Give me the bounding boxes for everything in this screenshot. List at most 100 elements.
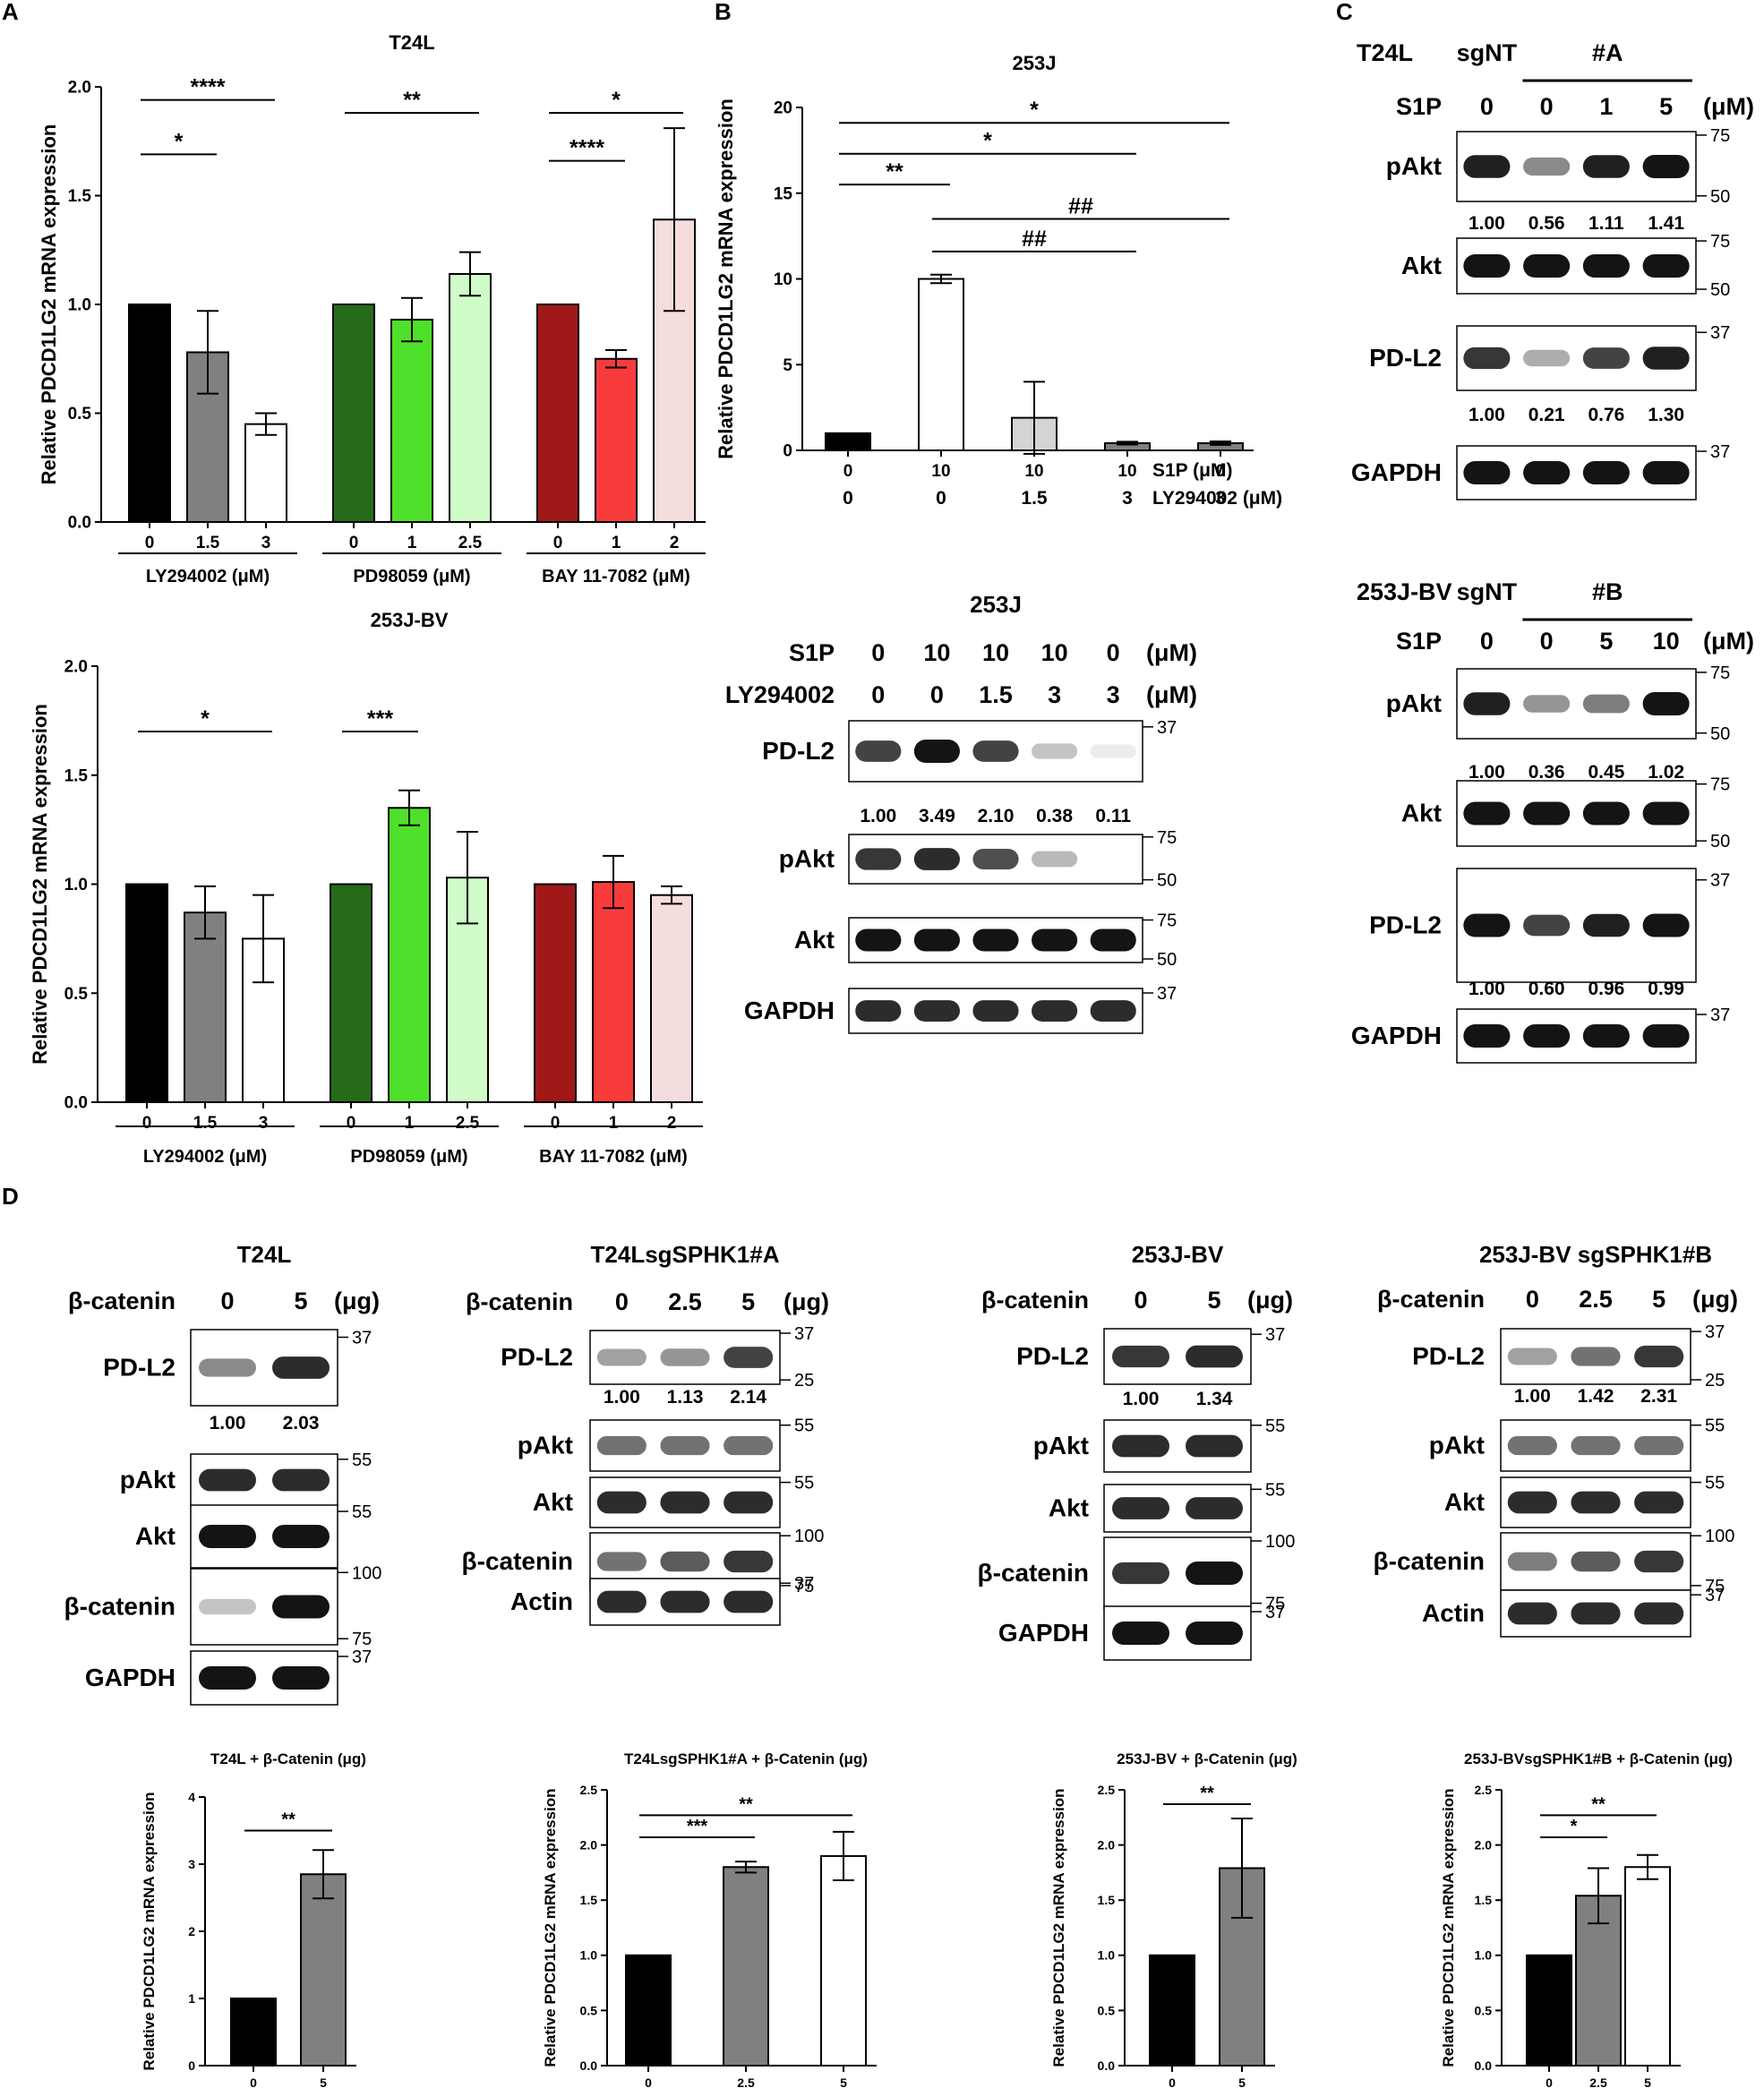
blot-header-unit: (μg) [1247,1287,1293,1314]
y-tick-label: 2.0 [580,1838,598,1853]
y-tick-label: 1.0 [1098,1948,1116,1963]
mw-marker-label: 50 [1710,187,1730,207]
y-tick-label: 1.5 [68,187,92,206]
blot-header-value: 5 [741,1288,755,1315]
y-tick-label: 2.0 [1098,1838,1116,1853]
x-tick-label: 0 [843,462,853,481]
blot-band [1571,1435,1621,1456]
y-axis-label: Relative PDCD1LG2 mRNA expression [542,1788,559,2067]
band-quant: 0.36 [1529,762,1565,783]
mw-marker-label: 75 [1705,1577,1725,1596]
y-tick-label: 0 [783,442,792,461]
blot-band [199,1598,256,1615]
blot-band [1090,928,1136,952]
blot-band [1186,1434,1243,1458]
blot-band [660,1348,710,1366]
blot-band [1090,1000,1136,1022]
blot-band [1582,155,1630,178]
blot-header-value: 0 [1480,93,1494,120]
blot-header-unit: (μM) [1703,628,1754,655]
blot-band [1571,1602,1621,1625]
x-tick-label: 3 [261,534,271,552]
blot-band [1463,1024,1511,1048]
bar [534,883,577,1103]
blot-band [1112,1434,1169,1458]
blot-band [1463,913,1511,937]
blot-band [972,740,1019,762]
mw-marker-label: 50 [1157,950,1177,970]
x-tick-label: 5 [1644,2075,1651,2088]
y-tick-label: 0.5 [1098,2003,1116,2017]
blot-band [1112,1562,1169,1585]
blot-band [199,1525,256,1548]
blot-row-label: PD-L2 [1016,1342,1089,1370]
y-axis-label: Relative PDCD1LG2 mRNA expression [141,1792,158,2070]
blot-header-label: S1P [789,639,835,666]
x-tick-label: 0 [347,1114,356,1133]
blot-band [1582,254,1630,278]
blot-row-label: PD-L2 [103,1354,176,1382]
mw-marker-label: 55 [1265,1416,1285,1436]
chart-a1: T24L 0.0 0.5 1.0 1.5 2.0 Relative PDCD1LG2 mRN… [38,31,706,586]
blot-band [199,1468,256,1492]
x-tick-label: 10 [1024,462,1043,481]
blot-band [1523,254,1571,278]
blot-band [724,1435,774,1456]
blot-row-label: pAkt [120,1466,176,1493]
y-tick-label: 20 [774,99,792,118]
band-quant: 1.00 [1469,979,1505,999]
y-tick-label: 1.5 [1098,1893,1116,1907]
chart-d1: T24L + β-Catenin (μg) 0 1 2 3 4 Relative PDCD1… [141,1750,366,2088]
y-tick-label: 0.5 [580,2003,598,2017]
x-tick-label: 0 [645,2075,652,2088]
blot-band [855,740,902,762]
blot-row-label: pAkt [779,845,835,873]
blot-band [1642,155,1690,178]
blot-title: T24L [237,1241,292,1268]
mw-marker-label: 50 [1157,871,1177,891]
mw-marker-label: 37 [1157,718,1177,738]
band-quant: 1.34 [1196,1389,1233,1409]
group-ctrl-label: sgNT [1457,578,1518,605]
mw-marker-label: 55 [352,1450,372,1470]
blot-header-value: 1 [1599,93,1613,120]
blot-header-value: 5 [1659,93,1673,120]
y-tick-label: 1 [188,1991,195,2006]
blot-band [1032,928,1078,952]
x-tick-label: 2.5 [1589,2075,1607,2088]
x-tick-label: 2 [667,1114,677,1133]
mw-marker-label: 100 [1265,1532,1295,1552]
group-label: PD98059 (μM) [353,567,470,586]
blot-header-unit: (μg) [784,1288,829,1315]
x-tick-label: 3 [259,1114,269,1133]
blot-band [272,1666,330,1690]
y-tick-label: 15 [774,184,793,203]
blot-band [1571,1491,1621,1514]
chart-title: T24L + β-Catenin (μg) [210,1750,366,1767]
mw-marker-label: 55 [794,1474,814,1493]
y-tick-label: 0.0 [64,1094,88,1113]
mw-marker-label: 75 [1710,126,1730,146]
mw-marker-label: 50 [1710,280,1730,300]
band-quant: 1.00 [604,1387,640,1408]
chart-title: 253J-BV [371,609,449,631]
mw-marker-label: 37 [1710,871,1730,891]
blot-band [1523,461,1571,484]
blot-band [1571,1347,1621,1366]
blot-band [1634,1550,1684,1573]
blot-band [660,1435,710,1456]
blot-header-value: 10 [982,639,1009,666]
blot-band [1523,914,1571,937]
y-tick-label: 0.5 [64,985,89,1004]
blot-band [1582,347,1630,369]
bar [918,278,964,451]
band-quant: 2.14 [730,1387,766,1408]
blot-row-label: β-catenin [462,1547,573,1575]
blot-title: 253J [970,591,1022,618]
blot-row-label: pAkt [518,1432,573,1459]
blot-band [1634,1491,1684,1514]
figure-content: T24L 0.0 0.5 1.0 1.5 2.0 Relative PDCD1LG2 mRN… [29,31,1754,2088]
mw-marker-label: 37 [1705,1586,1725,1605]
chart-d3: 253J-BV + β-Catenin (μg) 0.0 0.5 1.0 1.5 2.0 2… [1050,1750,1297,2088]
band-quant: 1.00 [860,806,896,826]
